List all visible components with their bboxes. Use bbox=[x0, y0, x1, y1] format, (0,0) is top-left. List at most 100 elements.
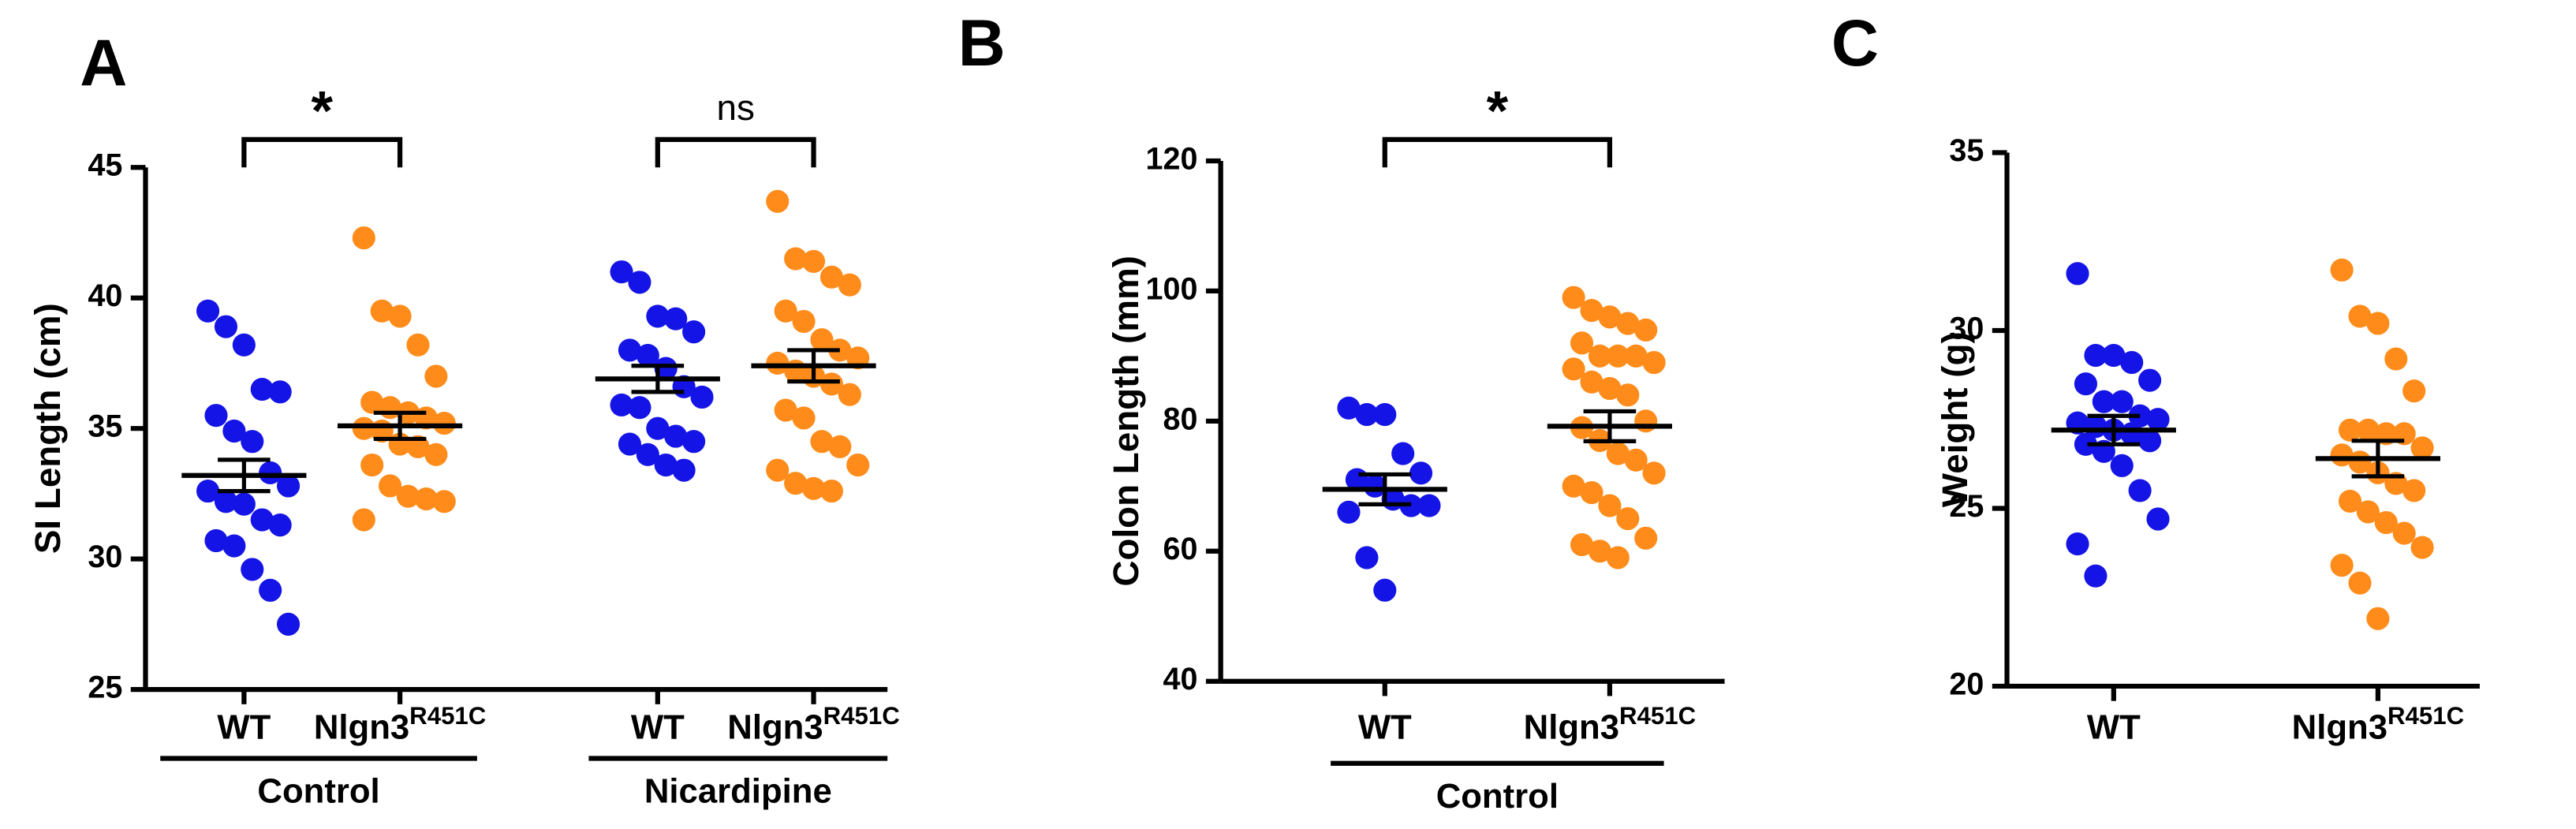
data-point bbox=[432, 412, 456, 435]
data-point bbox=[2348, 304, 2372, 328]
category-name: Nlgn3 bbox=[1524, 708, 1619, 747]
y-tick-label: 30 bbox=[88, 540, 122, 574]
data-point bbox=[2102, 344, 2126, 368]
data-point bbox=[1598, 305, 1622, 329]
data-point bbox=[2138, 368, 2162, 392]
data-point bbox=[2120, 351, 2144, 375]
data-point bbox=[2110, 454, 2134, 477]
x-tick-label: Nlgn3R451C bbox=[727, 702, 900, 747]
group-label: Control bbox=[257, 772, 379, 811]
data-point bbox=[370, 299, 394, 323]
data-point bbox=[774, 299, 797, 323]
data-point bbox=[646, 416, 670, 440]
x-tick-label: WT bbox=[217, 708, 271, 747]
data-point bbox=[414, 487, 438, 511]
data-point bbox=[2338, 489, 2362, 513]
data-point bbox=[1337, 396, 1361, 420]
data-point bbox=[672, 458, 696, 482]
data-point bbox=[2074, 372, 2098, 396]
data-point bbox=[2138, 429, 2162, 453]
data-point bbox=[1570, 532, 1594, 557]
data-point bbox=[636, 443, 659, 466]
y-tick-label: 35 bbox=[88, 409, 122, 444]
data-point bbox=[784, 247, 808, 271]
data-point bbox=[222, 419, 246, 443]
y-tick-label: 45 bbox=[88, 148, 122, 183]
data-point bbox=[1588, 344, 1611, 368]
data-point bbox=[646, 304, 670, 328]
data-point bbox=[1616, 383, 1640, 407]
data-point bbox=[268, 513, 292, 537]
category-name: Nlgn3 bbox=[2292, 708, 2387, 747]
data-point bbox=[774, 398, 797, 422]
data-point bbox=[1606, 344, 1630, 368]
data-point bbox=[1598, 494, 1622, 517]
data-point bbox=[360, 453, 384, 477]
data-point bbox=[828, 338, 852, 362]
data-point bbox=[664, 424, 688, 448]
x-tick-label: WT bbox=[2087, 708, 2141, 747]
data-point bbox=[396, 484, 420, 508]
data-point bbox=[352, 416, 375, 440]
data-point bbox=[1373, 578, 1397, 602]
data-point bbox=[259, 578, 282, 602]
category-superscript: R451C bbox=[1619, 702, 1696, 730]
data-point bbox=[654, 357, 678, 380]
data-point bbox=[664, 307, 688, 330]
y-axis-label: Weight (g) bbox=[1935, 331, 1975, 507]
data-point bbox=[268, 380, 292, 404]
significance-bracket bbox=[241, 136, 403, 168]
y-tick-label: 40 bbox=[1163, 662, 1198, 696]
data-point bbox=[801, 476, 826, 500]
data-point bbox=[1624, 344, 1648, 368]
y-tick-label: 25 bbox=[88, 670, 122, 705]
category-superscript: R451C bbox=[823, 702, 900, 730]
data-point bbox=[2330, 258, 2354, 282]
data-point bbox=[352, 226, 375, 250]
data-point bbox=[618, 338, 642, 362]
y-tick-label: 100 bbox=[1146, 271, 1198, 306]
significance-label: * bbox=[1487, 79, 1509, 141]
data-point bbox=[424, 443, 448, 466]
data-point bbox=[682, 320, 706, 344]
data-point bbox=[1642, 461, 1666, 485]
data-point bbox=[1355, 546, 1379, 569]
data-point bbox=[222, 534, 246, 558]
data-point bbox=[819, 372, 843, 396]
data-point bbox=[388, 304, 412, 328]
data-point bbox=[2110, 390, 2134, 413]
data-point bbox=[1355, 403, 1379, 427]
data-point bbox=[1409, 461, 1433, 485]
data-point bbox=[379, 474, 402, 498]
data-point bbox=[1624, 448, 1648, 472]
data-point bbox=[1580, 480, 1603, 505]
y-tick-label: 35 bbox=[1949, 133, 1984, 168]
data-point bbox=[1417, 494, 1441, 517]
data-point bbox=[654, 453, 678, 477]
data-point bbox=[2374, 510, 2398, 535]
data-point bbox=[618, 432, 642, 456]
x-tick-label: Nlgn3R451C bbox=[314, 702, 487, 747]
data-point bbox=[2338, 418, 2362, 442]
data-point bbox=[2348, 571, 2372, 595]
data-point bbox=[2366, 312, 2390, 335]
panel-letter: A bbox=[80, 26, 127, 99]
data-point bbox=[838, 273, 861, 297]
data-point bbox=[610, 260, 633, 284]
data-point bbox=[2356, 500, 2380, 524]
data-point bbox=[628, 396, 651, 420]
data-point bbox=[1562, 357, 1585, 381]
category-name: WT bbox=[2087, 708, 2141, 747]
data-point bbox=[690, 385, 714, 409]
data-point bbox=[610, 393, 633, 416]
data-point bbox=[250, 508, 274, 532]
category-name: WT bbox=[1358, 708, 1412, 747]
y-axis-label: SI Length (cm) bbox=[28, 303, 68, 554]
significance-bracket bbox=[655, 136, 816, 168]
data-point bbox=[766, 189, 790, 213]
data-point bbox=[2092, 390, 2115, 413]
x-tick-label: WT bbox=[631, 708, 685, 747]
data-point bbox=[2128, 479, 2152, 502]
data-point bbox=[1562, 286, 1585, 309]
